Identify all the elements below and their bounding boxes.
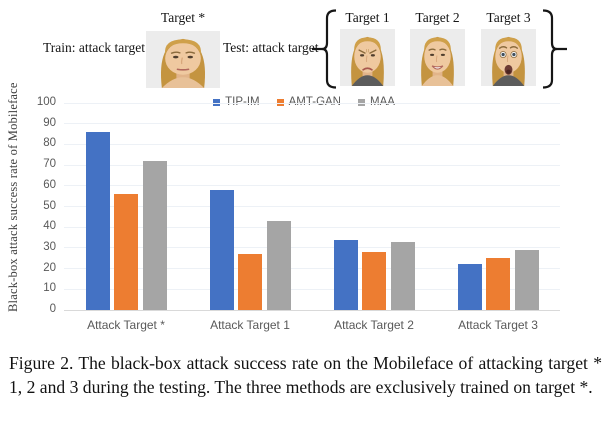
figure-caption: Figure 2. The black-box attack success r… [9,353,602,397]
bar-tip-im-attack-target-2 [333,239,358,310]
test-target-face-image-2 [410,29,465,86]
gridline-90 [64,123,560,125]
legend-swatch-maa-icon [357,98,365,106]
gridline-40 [64,226,560,228]
bar-tip-im-attack-target [85,131,110,310]
train-label: Train: attack target [43,40,145,55]
gridline-50 [64,206,560,207]
train-target-label: Target * [160,10,206,25]
legend-label-maa: MAA [369,96,395,108]
y-tick-30: 30 [43,240,56,253]
bar-tip-im-attack-target-3 [457,264,482,310]
gridline-30 [64,247,560,249]
y-tick-80: 80 [43,137,56,150]
bar-maa-attack-target [142,160,167,310]
category-label-attack-target-1: Attack Target 1 [210,318,290,332]
chart-legend: TIP-IM AMT-GAN MAA [0,96,608,108]
bar-maa-attack-target-2 [390,241,415,310]
y-tick-100: 100 [36,96,56,108]
y-tick-20: 20 [43,261,56,274]
test-target-face-image-1 [340,29,395,86]
legend-swatch-tip-im-icon [213,98,221,106]
bar-amt-gan-attack-target-2 [362,252,386,310]
y-tick-10: 10 [43,282,56,295]
category-label-attack-target-2: Attack Target 2 [334,318,414,332]
legend-swatch-amt-gan-icon [276,98,284,106]
legend-label-amt-gan: AMT-GAN [288,96,341,108]
gridline-20 [64,268,560,270]
legend-label-tip-im: TIP-IM [225,96,260,108]
legend-item-amt-gan: AMT-GAN [276,96,341,108]
bar-amt-gan-attack-target-3 [486,258,510,310]
test-target-label-1: Target 1 [345,10,390,25]
bar-amt-gan-attack-target-1 [238,254,262,310]
gridline-100 [64,102,560,104]
train-target-face-image [146,31,220,88]
y-tick-90: 90 [43,116,56,129]
test-label: Test: attack target [223,40,319,55]
x-axis-line [64,309,560,311]
test-target-face-image-3 [481,29,536,86]
right-brace-icon [542,9,567,89]
y-tick-60: 60 [43,178,56,191]
bar-chart: Black-box attack success rate of Mobilef… [0,82,608,343]
y-tick-0: 0 [49,303,56,315]
left-brace-icon [312,9,337,89]
y-tick-40: 40 [43,220,56,233]
bar-maa-attack-target-1 [266,220,291,310]
y-tick-70: 70 [43,158,56,171]
test-target-label-2: Target 2 [415,10,460,25]
bar-amt-gan-attack-target [114,194,138,310]
test-target-label-3: Target 3 [486,10,531,25]
gridline-60 [64,185,560,187]
gridline-10 [64,288,560,290]
legend-item-maa: MAA [357,96,395,108]
bar-tip-im-attack-target-1 [209,189,234,310]
category-label-attack-target: Attack Target * [87,318,165,332]
category-label-attack-target-3: Attack Target 3 [458,318,538,332]
bar-maa-attack-target-3 [514,249,539,310]
gridline-80 [64,143,560,145]
gridline-70 [64,164,560,166]
y-tick-50: 50 [43,199,56,212]
legend-item-tip-im: TIP-IM [213,96,260,108]
